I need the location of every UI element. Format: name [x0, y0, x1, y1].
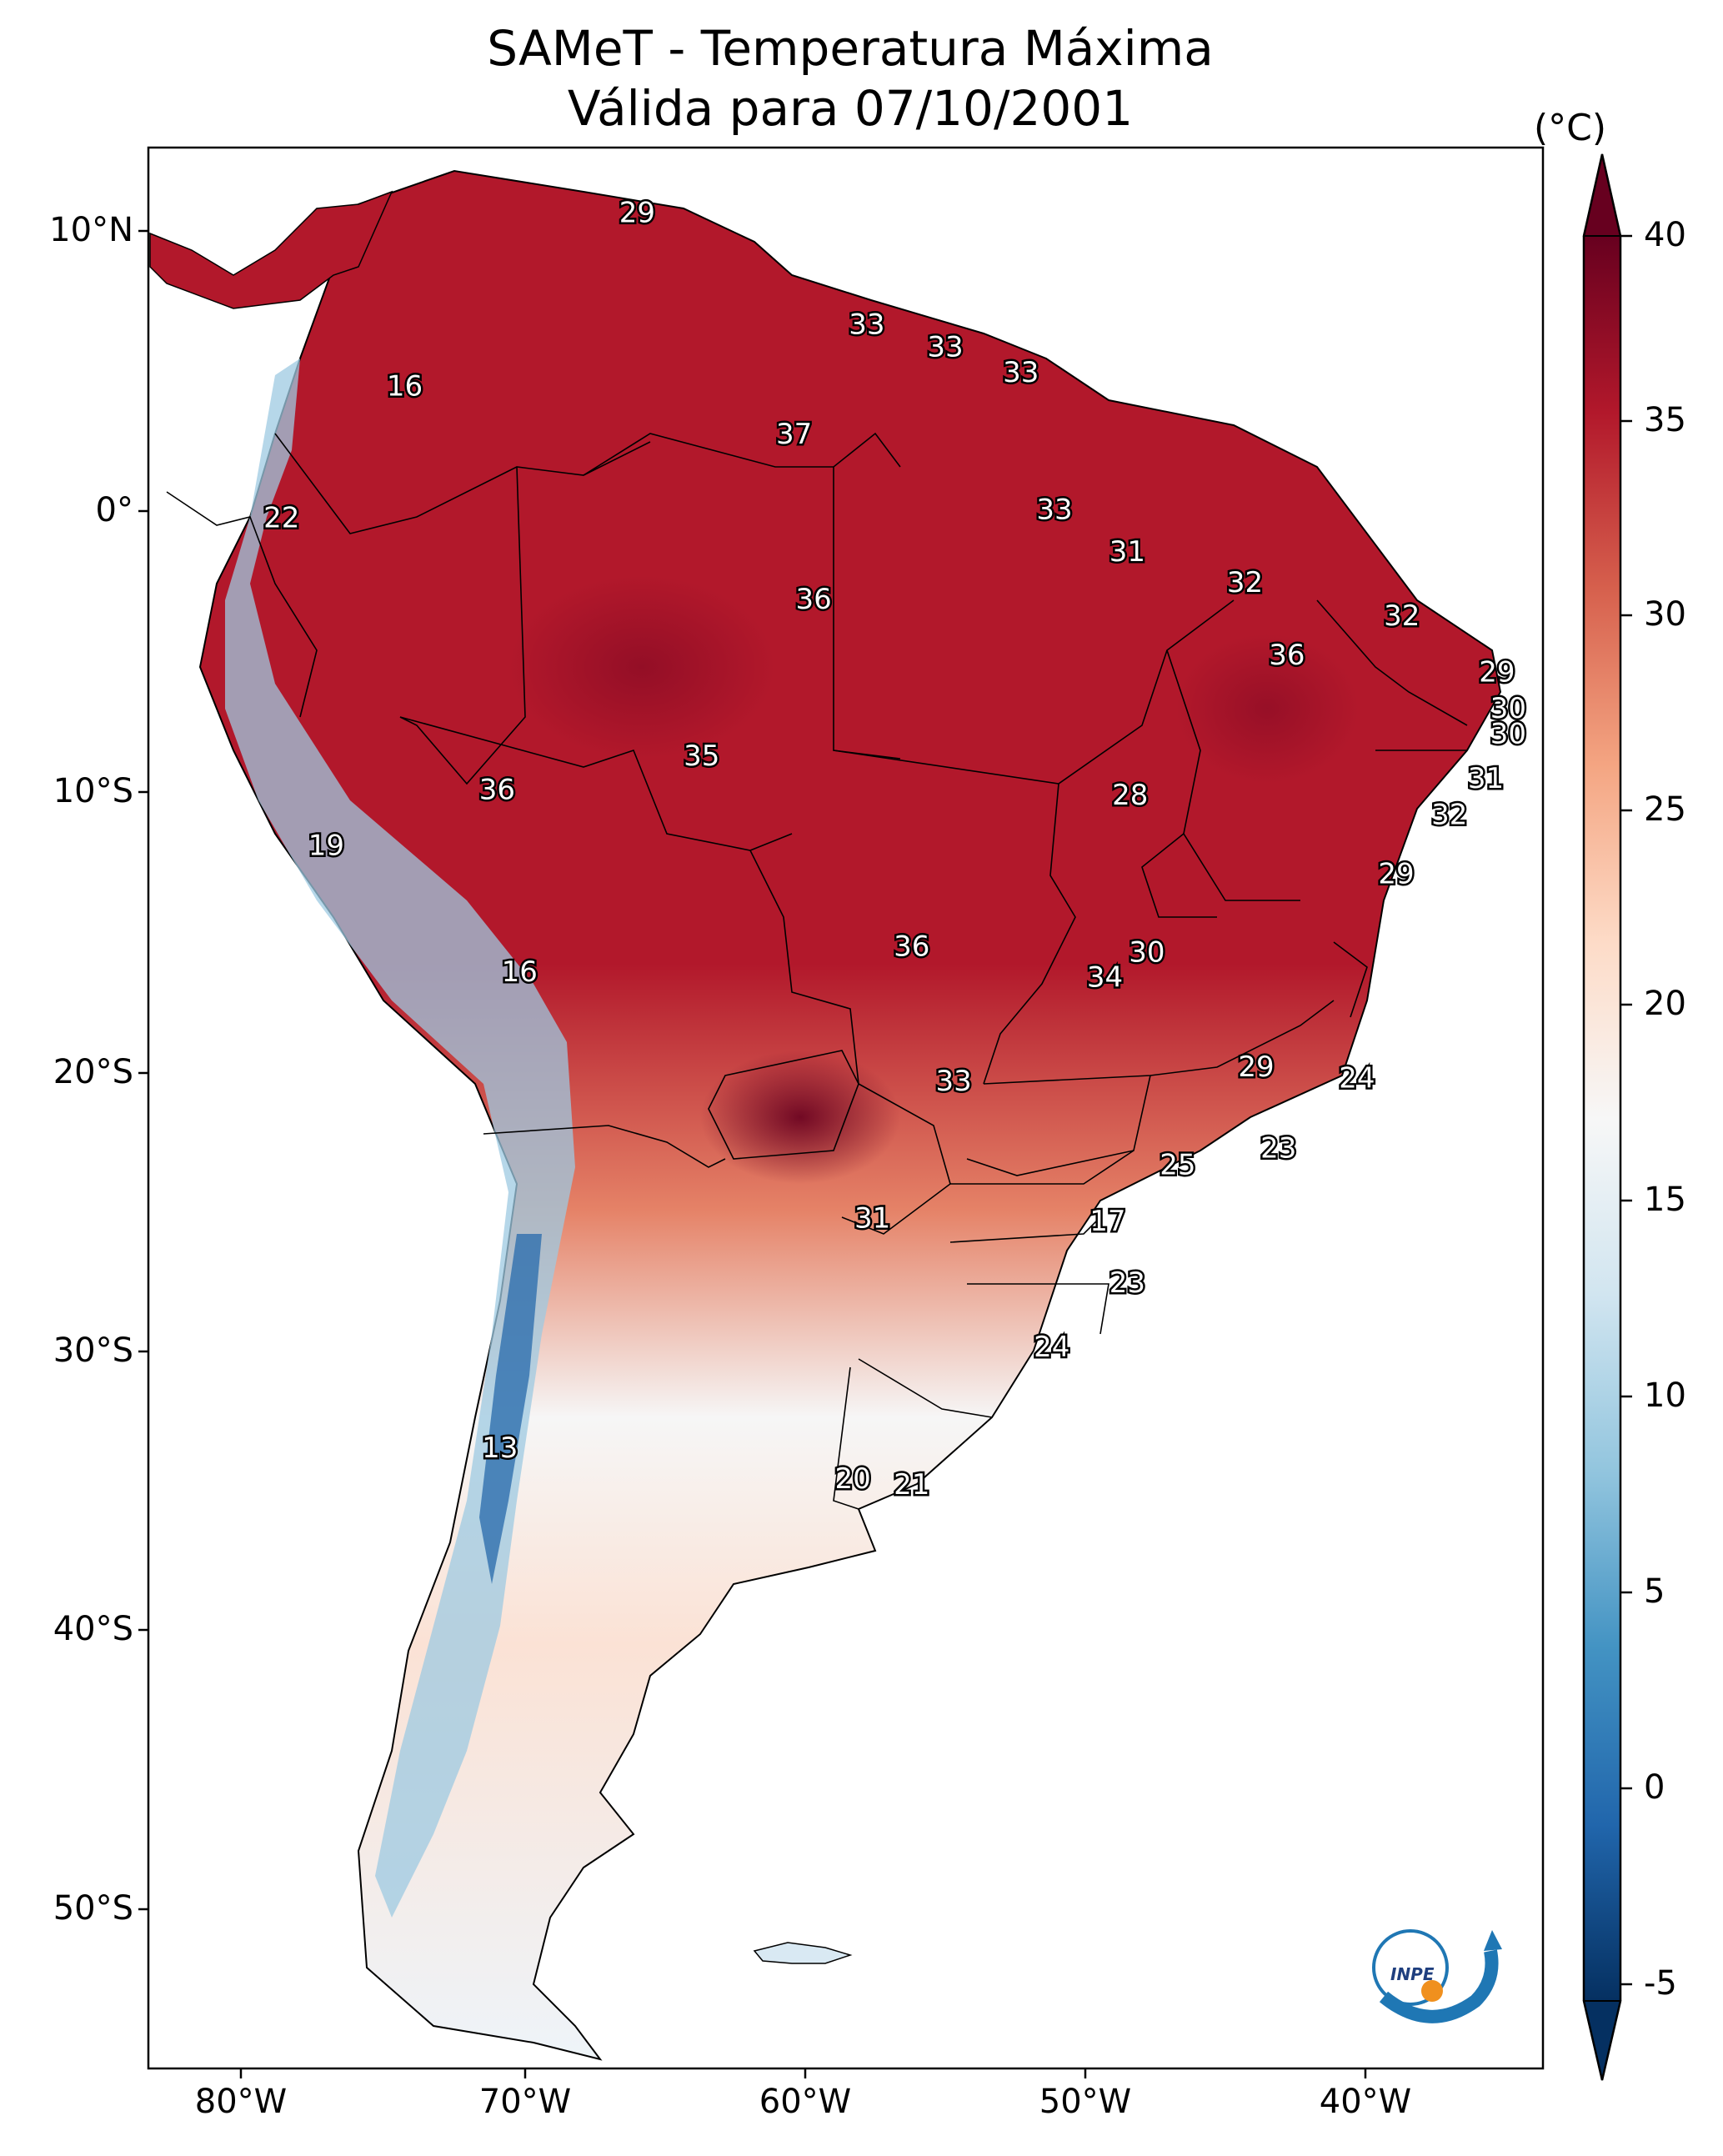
inpe-logo: INPE	[1372, 1929, 1502, 2023]
value-label-27: 29	[1238, 1050, 1274, 1084]
value-label-9: 36	[795, 583, 831, 616]
value-label-20: 32	[1431, 799, 1467, 832]
value-label-37: 20	[834, 1462, 870, 1496]
y-tick-50s: 50°S	[53, 1889, 133, 1928]
value-label-2: 33	[849, 308, 884, 342]
value-label-36: 13	[482, 1431, 518, 1465]
colorbar-tick-15: 15	[1644, 1181, 1686, 1219]
y-tick-40s: 40°S	[53, 1610, 133, 1648]
logo-arrow-icon	[1484, 1930, 1502, 1951]
value-label-29: 33	[935, 1065, 971, 1098]
x-tick-40w: 40°W	[1319, 2083, 1412, 2121]
colorbar-tick-0: 0	[1644, 1768, 1665, 1807]
title-line-2: Válida para 07/10/2001	[567, 80, 1134, 137]
colorbar-tick-5: 5	[1644, 1572, 1665, 1611]
caribbean-coast	[149, 190, 393, 309]
value-label-23: 36	[894, 930, 929, 964]
value-label-26: 16	[502, 955, 538, 989]
value-label-13: 29	[1479, 655, 1515, 689]
value-label-28: 24	[1339, 1062, 1375, 1096]
x-tick-50w: 50°W	[1039, 2083, 1132, 2121]
value-label-33: 17	[1089, 1205, 1125, 1238]
colorbar-tick-10: 10	[1644, 1376, 1686, 1415]
colorbar-unit: (°C)	[1534, 107, 1607, 149]
x-tick-80w: 80°W	[194, 2083, 288, 2121]
value-label-14: 30	[1490, 692, 1526, 725]
chaco-hotspot	[700, 1050, 900, 1184]
value-label-34: 23	[1109, 1266, 1145, 1300]
value-label-15: 30	[1490, 717, 1526, 750]
value-label-17: 36	[479, 774, 515, 807]
colorbar-bar	[1584, 236, 1620, 2001]
y-tick-20s: 20°S	[53, 1053, 133, 1091]
value-label-21: 19	[308, 830, 344, 863]
value-label-1: 16	[387, 370, 423, 404]
value-label-7: 33	[1036, 494, 1072, 527]
value-label-24: 30	[1129, 935, 1165, 969]
value-label-3: 33	[927, 331, 963, 364]
value-label-12: 36	[1269, 639, 1305, 672]
y-tick-10n: 10°N	[49, 211, 133, 249]
value-label-18: 28	[1112, 779, 1148, 812]
x-axis-ticks	[239, 2068, 1367, 2078]
value-label-4: 33	[1003, 356, 1039, 389]
colorbar-max-extend	[1582, 153, 1622, 237]
map-title: SAMeT - Temperatura Máxima Válida para 0…	[150, 18, 1550, 138]
value-label-10: 32	[1227, 566, 1263, 599]
colorbar-tick-30: 30	[1644, 595, 1686, 634]
andes-core	[479, 1234, 542, 1584]
value-label-32: 31	[854, 1202, 890, 1236]
x-tick-60w: 60°W	[759, 2083, 852, 2121]
value-label-38: 21	[894, 1468, 929, 1502]
value-label-19: 31	[1468, 762, 1504, 795]
value-label-8: 31	[1109, 535, 1145, 569]
logo-swoosh	[1379, 1949, 1499, 2023]
x-tick-70w: 70°W	[478, 2083, 572, 2121]
y-tick-0: 0°	[95, 491, 133, 529]
falkland-islands	[753, 1942, 853, 1964]
logo-sun-dot	[1421, 1980, 1443, 2002]
value-label-0: 29	[619, 196, 655, 229]
northeast-hotspot	[1175, 634, 1359, 784]
value-label-11: 32	[1384, 599, 1420, 633]
y-tick-30s: 30°S	[53, 1331, 133, 1370]
value-label-25: 34	[1087, 961, 1123, 995]
colorbar-ticks	[1620, 234, 1632, 1986]
value-label-6: 22	[263, 502, 299, 535]
value-label-30: 23	[1260, 1132, 1296, 1166]
political-borders	[166, 432, 1468, 1510]
colorbar-tick-20: 20	[1644, 985, 1686, 1023]
colorbar-min-extend	[1582, 2000, 1622, 2081]
value-label-35: 24	[1034, 1331, 1069, 1364]
value-label-22: 29	[1378, 857, 1414, 890]
title-line-1: SAMeT - Temperatura Máxima	[487, 20, 1214, 77]
value-label-31: 25	[1160, 1149, 1195, 1182]
amazon-hotspot	[508, 575, 775, 759]
value-label-5: 37	[776, 418, 812, 451]
colorbar-tick-40: 40	[1644, 216, 1686, 254]
colorbar-tick-minus5: -5	[1644, 1964, 1677, 2003]
value-label-16: 35	[684, 740, 719, 773]
colorbar-tick-25: 25	[1644, 790, 1686, 829]
y-tick-10s: 10°S	[53, 772, 133, 810]
logo-text: INPE	[1390, 1964, 1435, 1984]
colorbar-tick-35: 35	[1644, 401, 1686, 439]
y-axis-ticks	[138, 229, 148, 1911]
map-frame	[147, 146, 1545, 2070]
